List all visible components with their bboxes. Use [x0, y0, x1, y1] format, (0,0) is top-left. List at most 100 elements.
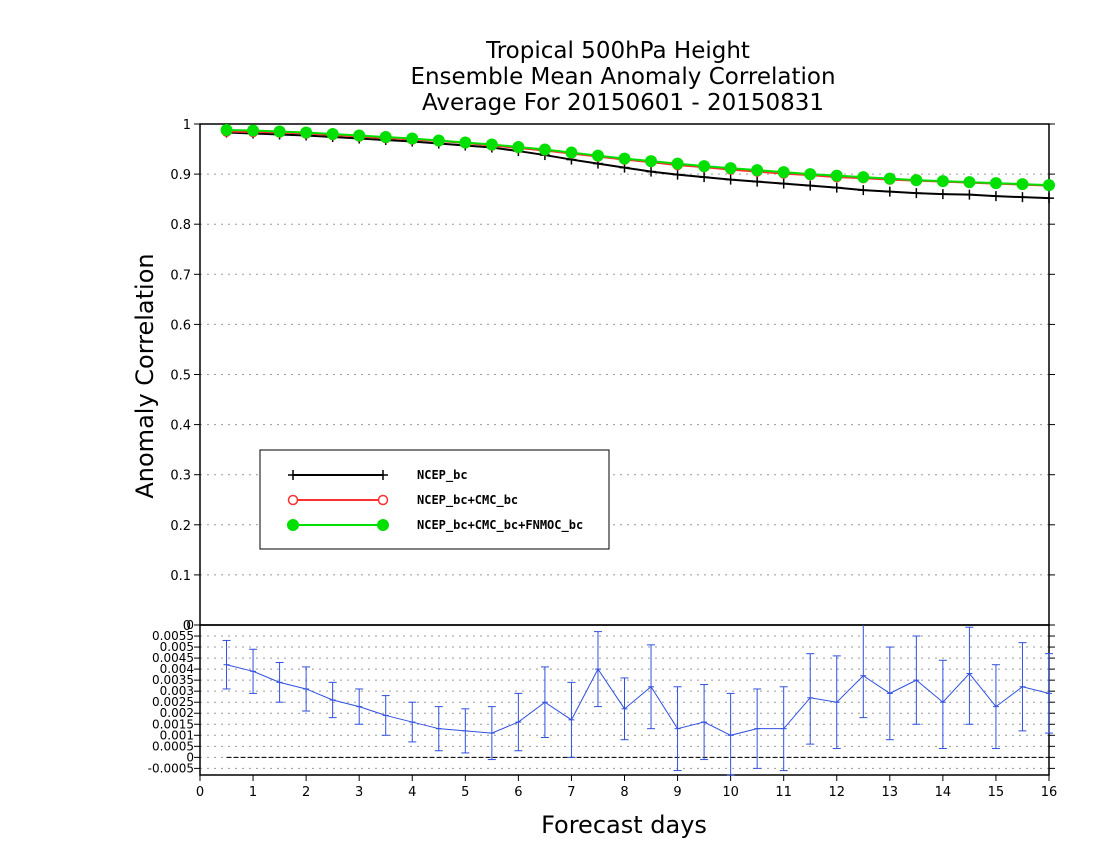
- error-bar: [991, 664, 1000, 750]
- x-tick-label: 14: [935, 785, 952, 800]
- error-bar: [620, 677, 629, 741]
- y-tick-label: 0: [186, 618, 194, 632]
- error-bar: [779, 686, 788, 772]
- data-point: [459, 136, 472, 149]
- y-tick-label: 0.3: [170, 469, 191, 484]
- data-point: [698, 160, 711, 173]
- legend-item: NCEP_bc+CMC_bc: [287, 493, 518, 508]
- top-y-axis: 0 0.1 0.2 0.3 0.4 0.5 0.6 0.7 0.8 0.9 1: [170, 118, 1055, 634]
- error-bar: [673, 686, 682, 772]
- data-point: [512, 141, 525, 154]
- data-point: [804, 168, 817, 181]
- x-axis: 0 1 2 3 4 5 6 7 8 9 10 11 12 13 14 15 16: [196, 775, 1057, 800]
- error-bar: [328, 681, 337, 719]
- y-tick-label: 1: [183, 118, 191, 133]
- data-point: [724, 162, 737, 175]
- data-point: [645, 155, 658, 168]
- legend-label: NCEP_bc+CMC_bc+FNMOC_bc: [417, 518, 583, 533]
- bottom-y-axis: -0.000500.00050.0010.00150.0020.00250.00…: [148, 618, 1055, 775]
- y-tick-label: 0.0005: [152, 739, 194, 753]
- error-bar: [381, 695, 390, 736]
- data-point: [273, 125, 286, 138]
- data-point: [565, 146, 578, 159]
- data-point: [671, 157, 684, 170]
- difference-series: [222, 625, 1053, 776]
- y-tick-label: 0: [186, 750, 194, 764]
- legend-marker: [377, 519, 389, 531]
- title-line-3: Average For 20150601 - 20150831: [422, 90, 824, 116]
- y-tick-label: 0.4: [170, 419, 191, 434]
- x-tick-label: 15: [988, 785, 1005, 800]
- error-bar: [965, 626, 974, 725]
- data-point: [485, 138, 498, 151]
- x-tick-label: 7: [567, 785, 575, 800]
- data-point: [883, 172, 896, 185]
- legend: NCEP_bc NCEP_bc+CMC_bc NCEP_bc+CMC_bc+FNMO…: [259, 449, 610, 550]
- error-bar: [275, 662, 284, 703]
- error-bar: [593, 631, 602, 708]
- data-point: [353, 129, 366, 142]
- error-bar: [647, 644, 656, 730]
- data-point: [406, 132, 419, 145]
- legend-marker: [377, 494, 389, 506]
- legend-item: NCEP_bc+CMC_bc+FNMOC_bc: [287, 518, 583, 533]
- y-tick-label: 0: [183, 619, 191, 634]
- error-bar: [726, 692, 735, 776]
- y-tick-label: 0.001: [160, 728, 194, 742]
- error-bar: [567, 681, 576, 758]
- y-tick-label: 0.0055: [152, 629, 194, 643]
- series-line: [226, 131, 1050, 200]
- data-point: [618, 152, 631, 165]
- data-point: [777, 166, 790, 179]
- data-point: [672, 169, 683, 180]
- error-bar: [487, 706, 496, 761]
- x-tick-label: 1: [249, 785, 257, 800]
- data-point: [830, 169, 843, 182]
- data-point: [300, 126, 313, 139]
- top-series-group: [220, 124, 1055, 204]
- x-tick-label: 13: [882, 785, 899, 800]
- y-tick-label: 0.1: [170, 569, 191, 584]
- x-tick-label: 11: [775, 785, 792, 800]
- y-tick-label: 0.5: [170, 369, 191, 384]
- data-point: [964, 189, 975, 200]
- data-point: [963, 176, 976, 189]
- x-tick-label: 0: [196, 785, 204, 800]
- data-point: [990, 191, 1001, 202]
- y-tick-label: 0.0035: [152, 673, 194, 687]
- error-bar: [249, 648, 258, 694]
- data-point: [646, 166, 657, 177]
- x-tick-label: 12: [828, 785, 845, 800]
- data-point: [1044, 193, 1054, 204]
- x-tick-label: 2: [302, 785, 310, 800]
- x-tick-label: 8: [620, 785, 628, 800]
- x-tick-label: 6: [514, 785, 522, 800]
- title-line-1: Tropical 500hPa Height: [485, 38, 750, 64]
- x-tick-label: 4: [408, 785, 416, 800]
- y-tick-label: 0.0025: [152, 695, 194, 709]
- legend-marker: [378, 470, 388, 480]
- data-point: [725, 174, 736, 185]
- data-point: [247, 124, 260, 137]
- error-bar: [1045, 653, 1053, 734]
- data-point: [752, 176, 763, 187]
- legend-item: NCEP_bc: [288, 468, 468, 483]
- y-tick-label: 0.7: [170, 268, 191, 283]
- y-tick-label: 0.005: [160, 640, 194, 654]
- data-point: [831, 182, 842, 193]
- data-point: [326, 128, 339, 141]
- x-tick-label: 16: [1041, 785, 1058, 800]
- error-bar: [832, 655, 841, 750]
- error-bar: [912, 635, 921, 725]
- error-bar: [885, 646, 894, 741]
- legend-items: NCEP_bc NCEP_bc+CMC_bc NCEP_bc+CMC_bc+FNMO…: [287, 468, 583, 533]
- series-2: [220, 124, 1055, 192]
- x-tick-label: 3: [355, 785, 363, 800]
- data-point: [1017, 192, 1028, 203]
- data-point: [857, 171, 870, 184]
- series-0: [221, 127, 1054, 204]
- y-tick-label: 0.6: [170, 318, 191, 333]
- data-point: [937, 189, 948, 200]
- data-point: [751, 164, 764, 177]
